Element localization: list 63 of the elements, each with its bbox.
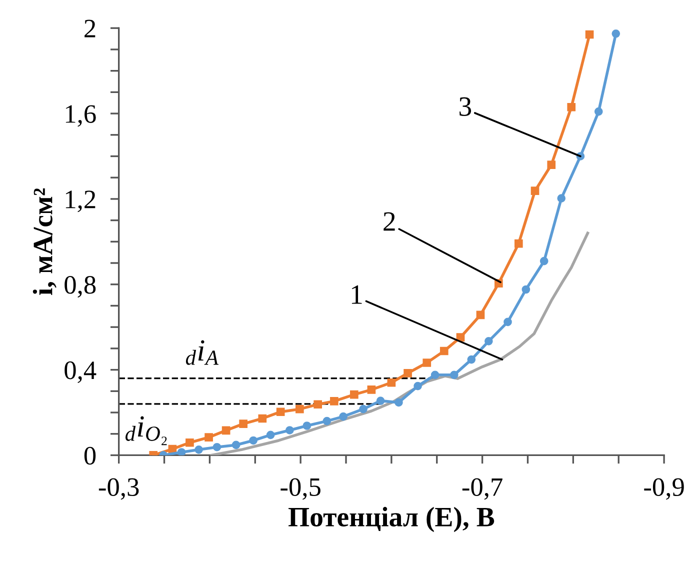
x-tick-label: -0,5 [280,478,320,500]
point [612,29,620,38]
point [585,30,594,39]
point [557,194,566,202]
point [530,186,540,195]
point [194,446,203,454]
point [295,404,304,414]
y-tick-label: 1,6 [66,105,96,127]
y-tick-label: 0,8 [64,276,96,298]
point [322,416,332,426]
x-tick-label: -0,9 [644,478,684,500]
point [594,107,603,116]
point [232,440,240,450]
x-tick-label: -0,7 [462,478,502,500]
point [359,404,368,414]
point [186,438,194,447]
point [222,426,230,435]
ref-line-label: $_{d}$i$_{A}$ [186,340,219,365]
x-tick-label: -0,3 [98,478,139,500]
point [339,412,348,421]
point [239,420,248,428]
point [387,378,396,387]
point [286,426,294,434]
annotation: 3 [460,97,472,116]
point [484,337,493,346]
point [422,358,432,367]
ref-line-label: $_{d}$i$_{O₂}$ [126,416,167,446]
point [276,408,285,416]
y-tick-label: 0,4 [64,361,96,384]
point [376,396,385,405]
point [476,310,485,320]
point [404,369,412,378]
y-axis-title: i, мА/см² [32,188,56,295]
point [367,385,376,394]
point [567,102,576,112]
point [522,285,530,294]
point [540,256,548,266]
x-axis-title: Потенціал (E), В [288,506,494,532]
point [456,333,465,342]
point [394,398,403,407]
y-tick-label: 1,2 [66,190,96,212]
annotation: 2 [384,212,395,231]
y-tick-label: 0 [84,446,96,465]
point [302,422,312,430]
point [212,442,222,452]
point [547,160,556,169]
y-tick-label: 2 [84,20,96,38]
point [350,390,358,399]
point [467,355,476,364]
point [249,436,258,445]
annotation: 1 [352,285,362,304]
point [514,239,523,248]
point [177,448,186,456]
point [314,400,322,409]
point [204,433,213,442]
point [414,382,422,390]
point [450,370,458,380]
point [504,318,512,326]
point [266,430,275,440]
point [440,346,448,356]
point [258,414,267,423]
point [430,370,440,380]
point [330,397,338,406]
